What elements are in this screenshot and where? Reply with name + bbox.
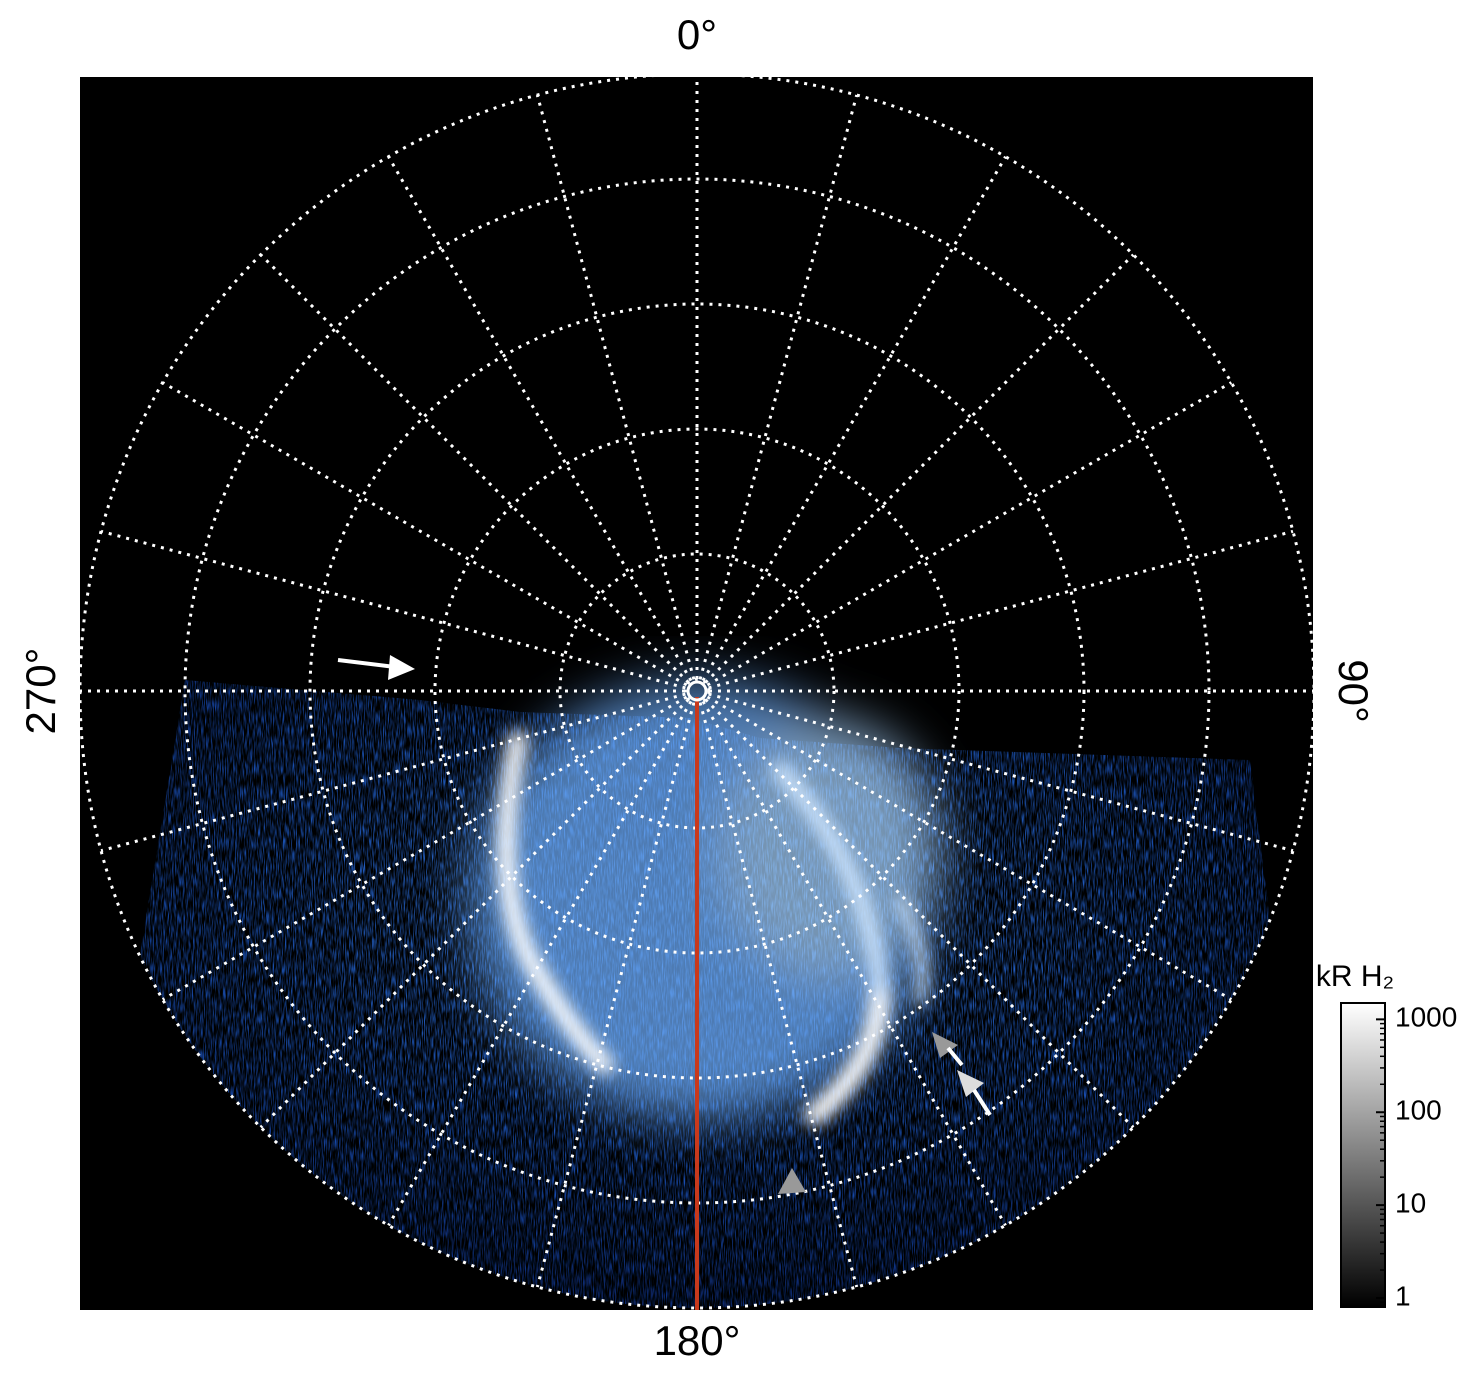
theta-tick-label: 0° xyxy=(677,11,717,58)
longitude-line xyxy=(161,381,688,687)
arrow-head xyxy=(957,1070,984,1097)
longitude-line xyxy=(698,94,859,680)
longitude-line xyxy=(161,695,688,1001)
colorbar-tick-label: 100 xyxy=(1395,1095,1442,1126)
pole-marker xyxy=(686,680,708,702)
colorbar xyxy=(1340,1002,1386,1308)
arrow-head xyxy=(932,1032,958,1058)
longitude-line xyxy=(535,94,696,680)
aurora-image xyxy=(80,680,1314,1308)
longitude-line xyxy=(100,692,686,853)
latitude-circle xyxy=(558,552,836,830)
arrow-head xyxy=(778,1168,806,1194)
theta-tick-label: 270° xyxy=(17,648,64,735)
longitude-line xyxy=(387,700,693,1227)
longitude-line xyxy=(100,529,686,690)
annotation-arrows xyxy=(337,655,992,1194)
longitude-line xyxy=(259,698,690,1129)
longitude-line xyxy=(701,155,1007,682)
theta-tick-label: 90° xyxy=(1330,659,1377,723)
theta-tick-label: 180° xyxy=(654,1317,741,1364)
colorbar-tick-label: 10 xyxy=(1395,1188,1426,1219)
colorbar-title: kR H₂ xyxy=(1316,960,1394,993)
longitude-line xyxy=(704,253,1135,684)
longitude-line xyxy=(704,698,1135,1129)
arrow xyxy=(946,1046,964,1067)
arrow-head xyxy=(388,655,415,680)
latitude-circle xyxy=(308,302,1086,1080)
longitude-line xyxy=(708,692,1294,853)
longitude-line xyxy=(387,155,693,682)
longitude-line xyxy=(698,702,859,1288)
longitude-line xyxy=(259,253,690,684)
longitude-line xyxy=(706,695,1233,1001)
latitude-circle xyxy=(183,177,1211,1205)
arrow xyxy=(337,658,396,669)
longitude-line xyxy=(706,381,1233,687)
latitude-circle xyxy=(433,427,961,955)
colorbar-tick-label: 1 xyxy=(1395,1280,1411,1311)
longitude-line xyxy=(701,700,1007,1227)
longitude-line xyxy=(708,529,1294,690)
arrow xyxy=(972,1088,992,1117)
longitude-line xyxy=(535,702,696,1288)
colorbar-tick-label: 1000 xyxy=(1395,1002,1457,1033)
